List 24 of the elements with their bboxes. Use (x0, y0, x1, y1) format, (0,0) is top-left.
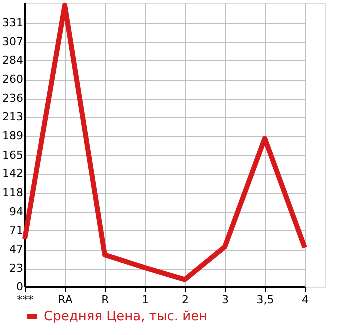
y-tick-label: 118 (2, 186, 24, 200)
y-tick-label: 236 (2, 92, 24, 106)
y-tick-label: 260 (2, 73, 24, 86)
legend-label: Средняя Цена, тыс. йен (44, 310, 208, 324)
y-tick-label: 23 (10, 262, 24, 276)
x-tick-label: 4 (302, 294, 309, 306)
y-tick-label: 47 (10, 243, 24, 256)
x-tick-label: RA (58, 294, 74, 306)
y-tick-label: 165 (2, 148, 24, 162)
x-tick-label: *** (17, 294, 34, 306)
y-tick-label: 142 (2, 167, 24, 180)
y-tick-label: 71 (10, 224, 24, 237)
y-tick-label: 94 (10, 206, 24, 219)
x-tick-label: 3 (222, 294, 229, 306)
x-tick-label: R (102, 294, 110, 306)
y-tick-label: 213 (2, 110, 24, 124)
x-tick-label: 3,5 (256, 294, 274, 306)
x-tick-label: 1 (142, 294, 149, 306)
y-tick-label: 0 (16, 280, 24, 294)
y-tick-label: 307 (2, 36, 24, 49)
y-tick-label: 189 (2, 130, 24, 143)
y-tick-label: 284 (2, 54, 24, 67)
x-tick-label: 2 (182, 294, 189, 306)
y-tick-label: 331 (2, 16, 24, 30)
